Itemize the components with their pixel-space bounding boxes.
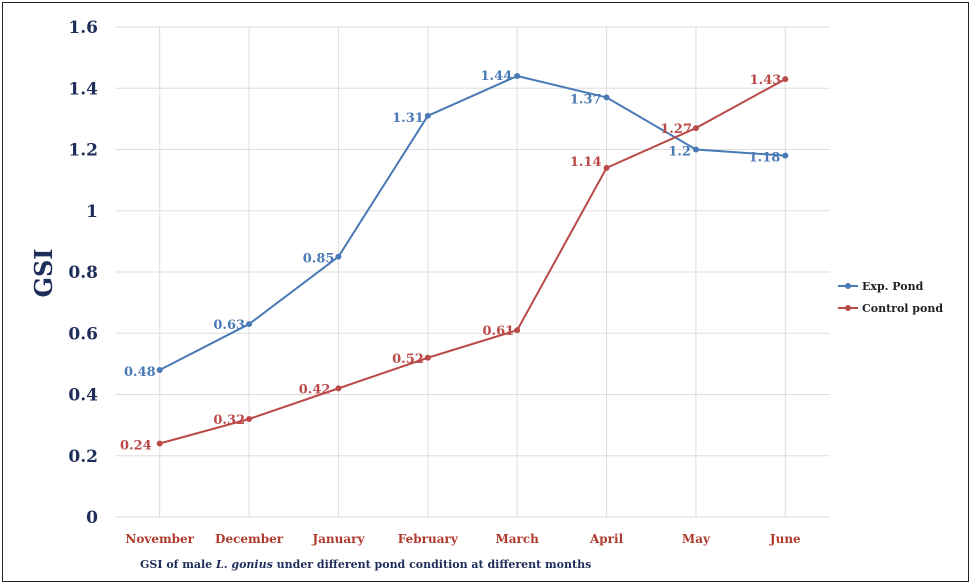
x-tick-label: March: [495, 532, 539, 546]
data-label: 0.32: [213, 413, 245, 428]
data-label: 1.37: [570, 92, 602, 107]
data-point: [692, 146, 699, 153]
data-point: [424, 354, 431, 361]
legend-swatch-marker: [845, 283, 851, 289]
data-label: 1.43: [750, 73, 782, 88]
series-line-control-pond: [159, 78, 786, 445]
y-tick-label: 1.6: [68, 18, 98, 38]
y-tick-label: 0.6: [68, 324, 98, 344]
data-label: 1.18: [749, 151, 781, 166]
data-point: [782, 76, 789, 83]
data-label: 0.48: [124, 365, 156, 380]
x-tick-label: February: [398, 532, 459, 546]
y-tick-label: 0.8: [68, 263, 98, 283]
legend-swatch-marker: [845, 305, 851, 311]
x-tick-label: November: [125, 532, 194, 546]
data-point: [514, 73, 521, 79]
data-point: [246, 416, 253, 422]
x-axis-caption: GSI of male L. gonius under different po…: [140, 558, 591, 571]
x-tick-label: May: [682, 532, 711, 546]
y-tick-label: 1.4: [68, 79, 98, 99]
data-label: 1.14: [570, 155, 602, 170]
data-point: [603, 94, 610, 101]
series-line-exp-pond: [159, 75, 786, 371]
y-tick-label: 1: [86, 202, 98, 222]
legend-label: Control pond: [862, 302, 943, 315]
y-tick-label: 0: [86, 508, 98, 528]
y-tick-label: 0.4: [68, 386, 98, 406]
data-point: [335, 253, 342, 260]
data-label: 0.52: [392, 352, 424, 367]
caption-part-3: under different pond condition at differ…: [273, 558, 592, 571]
data-label: 1.31: [392, 111, 424, 126]
data-label: 0.42: [299, 382, 331, 397]
data-point: [156, 367, 163, 373]
x-tick-label: December: [215, 532, 284, 546]
y-tick-label: 1.2: [68, 141, 98, 161]
legend-label: Exp. Pond: [862, 280, 924, 293]
data-label: 1.44: [481, 69, 513, 84]
data-label: 0.24: [120, 439, 152, 454]
data-label: 0.61: [483, 324, 515, 339]
x-tick-label: June: [769, 532, 801, 546]
data-point: [782, 152, 789, 159]
data-point: [514, 327, 521, 334]
data-label: 1.2: [668, 145, 691, 160]
y-axis-label: GSI: [29, 248, 58, 297]
data-point: [692, 125, 699, 132]
data-label: 0.63: [213, 318, 245, 333]
x-tick-label: April: [589, 532, 624, 546]
caption-part-1: GSI of male: [140, 558, 216, 571]
caption-species: L. gonius: [215, 558, 273, 571]
data-label: 0.85: [303, 252, 335, 267]
x-tick-label: January: [311, 532, 365, 546]
data-label: 1.27: [660, 122, 692, 137]
y-tick-label: 0.2: [68, 447, 98, 467]
legend: Exp. Pond Control pond: [838, 280, 943, 315]
data-point: [246, 321, 253, 328]
data-point: [156, 440, 163, 447]
data-point: [603, 164, 610, 171]
data-point: [335, 385, 342, 392]
data-point: [424, 112, 431, 119]
